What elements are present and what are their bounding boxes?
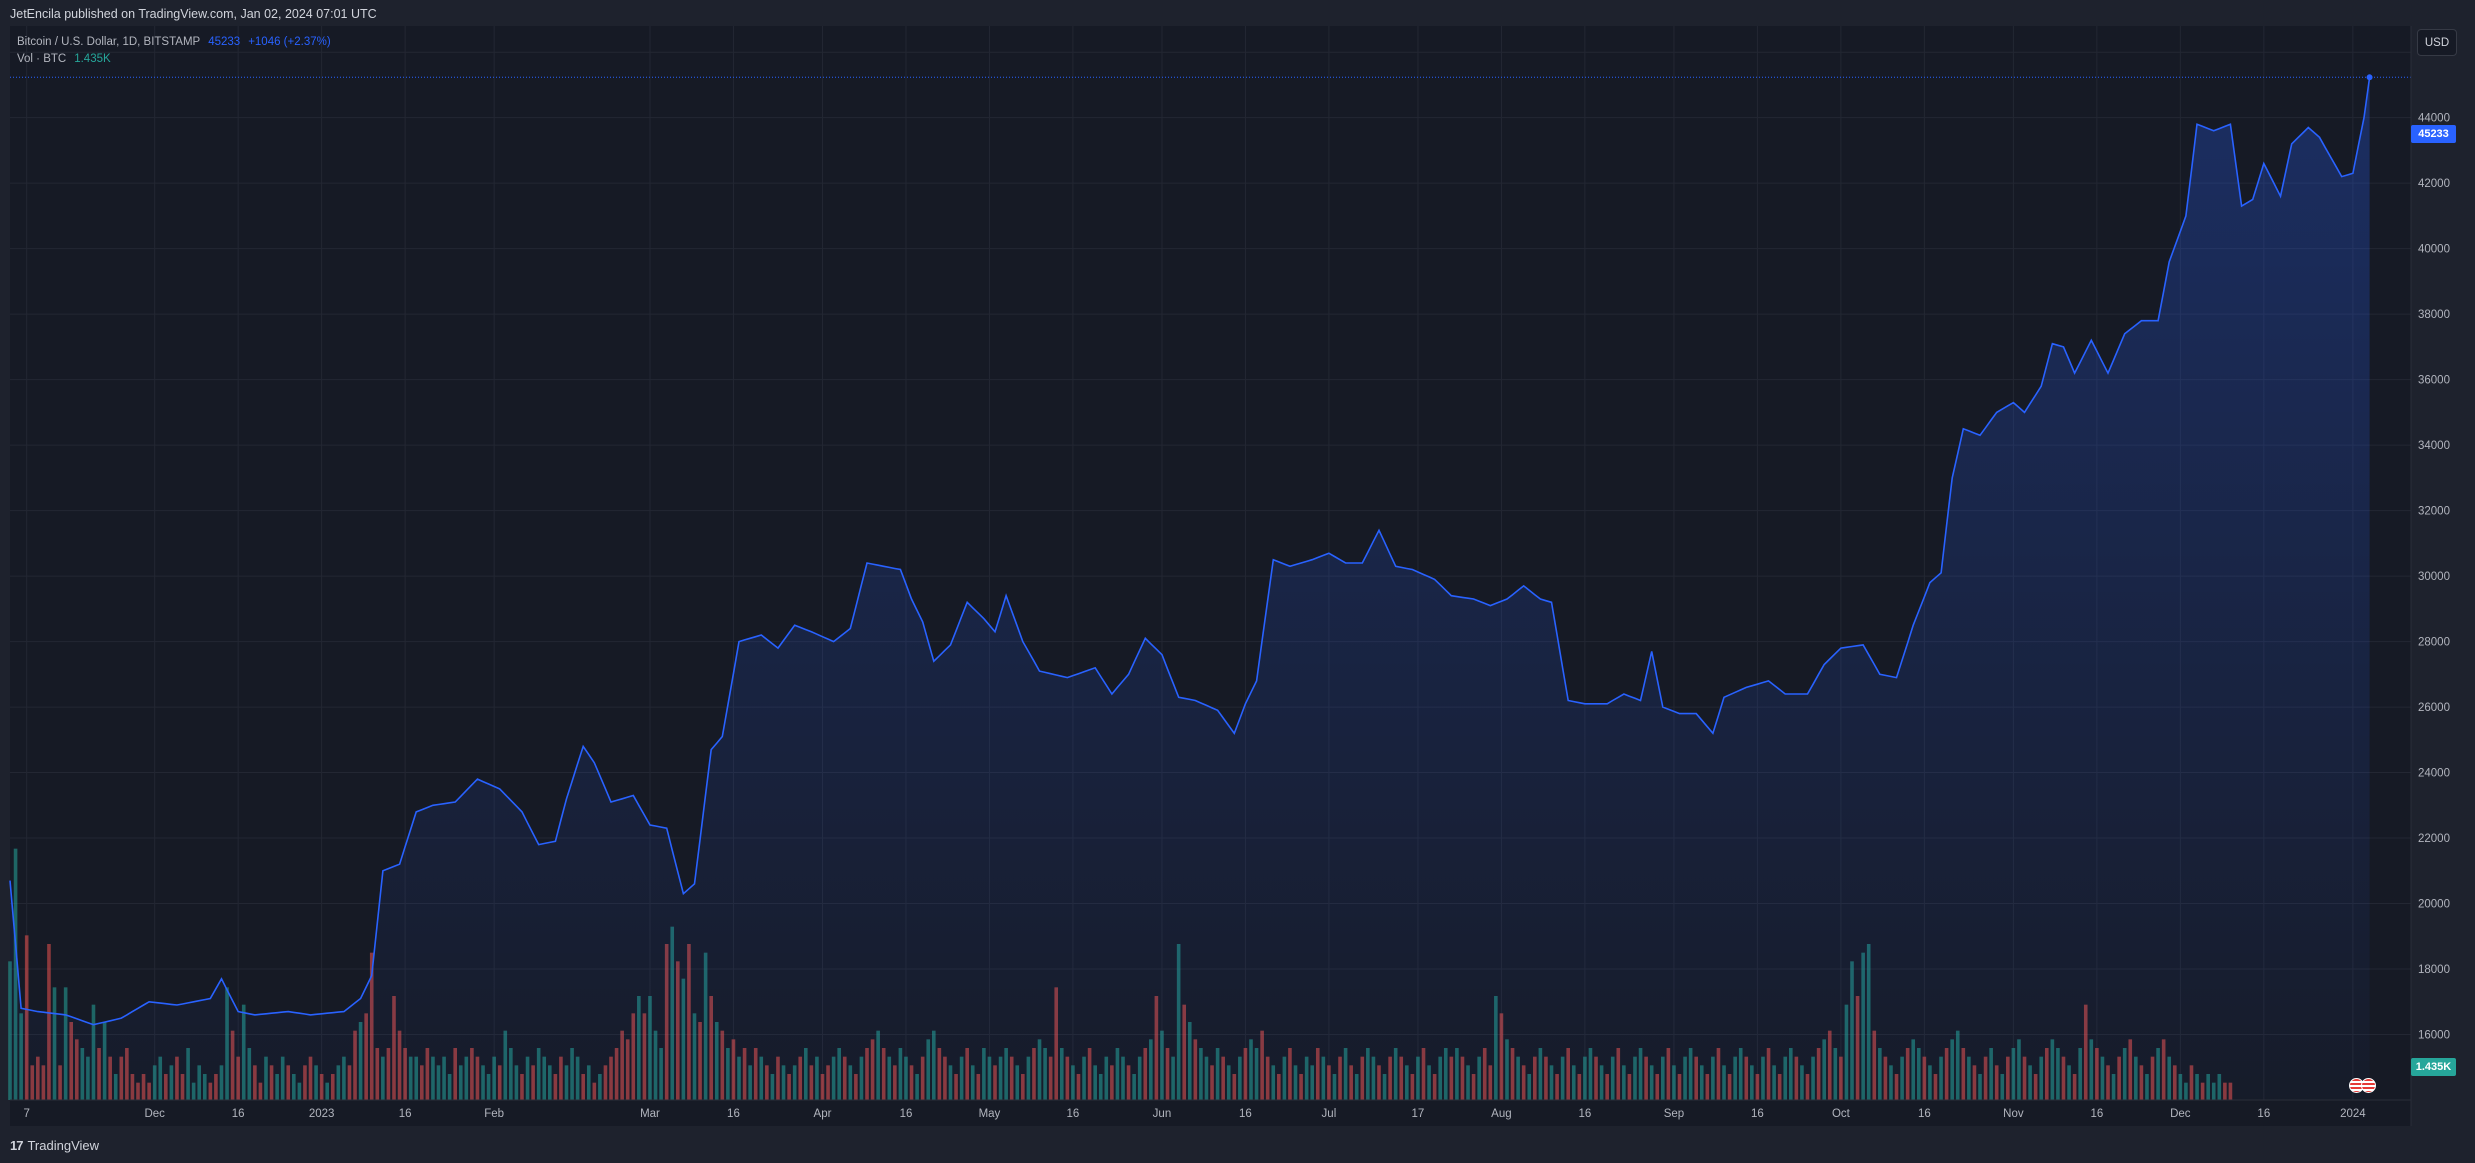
x-tick-label: 2023	[309, 1108, 335, 1120]
us-flag-icon[interactable]	[2361, 1078, 2376, 1093]
x-tick-label: 16	[2257, 1108, 2270, 1120]
y-tick-label: 18000	[2418, 964, 2450, 976]
tradingview-logo[interactable]: 17 TradingView	[10, 1138, 99, 1153]
x-tick-label: 16	[2090, 1108, 2103, 1120]
y-tick-label: 20000	[2418, 899, 2450, 911]
x-tick-label: 16	[232, 1108, 245, 1120]
publish-info: JetEncila published on TradingView.com, …	[10, 7, 377, 21]
y-tick-label: 26000	[2418, 702, 2450, 714]
x-tick-label: 16	[1751, 1108, 1764, 1120]
tradingview-logo-icon: 17	[10, 1138, 24, 1153]
x-tick-label: Nov	[2003, 1108, 2024, 1120]
x-tick-label: May	[979, 1108, 1001, 1120]
volume-tag: 1.435K	[2411, 1058, 2456, 1076]
x-tick-label: 16	[727, 1108, 740, 1120]
symbol-row: Bitcoin / U.S. Dollar, 1D, BITSTAMP 45233…	[17, 34, 331, 51]
y-tick-label: 28000	[2418, 637, 2450, 649]
last-price: 45233	[208, 36, 241, 48]
x-tick-label: 2024	[2340, 1108, 2366, 1120]
y-tick-label: 32000	[2418, 506, 2450, 518]
y-tick-label: 22000	[2418, 833, 2450, 845]
x-tick-label: Sep	[1664, 1108, 1684, 1120]
footer-bar	[0, 1127, 2475, 1163]
x-tick-label: Aug	[1491, 1108, 1511, 1120]
chart-legend: Bitcoin / U.S. Dollar, 1D, BITSTAMP 45233…	[17, 34, 331, 68]
last-price-tag: 45233	[2411, 125, 2456, 143]
x-tick-label: Dec	[144, 1108, 165, 1120]
y-tick-label: 40000	[2418, 244, 2450, 256]
y-tick-label: 38000	[2418, 309, 2450, 321]
top-bar	[0, 0, 2475, 26]
x-tick-label: 16	[1239, 1108, 1252, 1120]
price-axis: 4600044000420004000038000360003400032000…	[2418, 47, 2450, 1041]
price-area	[9, 74, 2411, 1101]
y-tick-label: 36000	[2418, 375, 2450, 387]
symbol-title[interactable]: Bitcoin / U.S. Dollar, 1D, BITSTAMP	[17, 36, 201, 48]
y-tick-label: 34000	[2418, 440, 2450, 452]
x-tick-label: Dec	[2170, 1108, 2191, 1120]
x-tick-label: Mar	[640, 1108, 660, 1120]
x-tick-label: 17	[1412, 1108, 1425, 1120]
x-tick-label: Jun	[1153, 1108, 1172, 1120]
price-change: +1046 (+2.37%)	[248, 36, 331, 48]
x-tick-label: 7	[23, 1108, 29, 1120]
volume-title[interactable]: Vol · BTC	[17, 53, 67, 65]
currency-button[interactable]: USD	[2417, 29, 2457, 56]
x-tick-label: Oct	[1832, 1108, 1851, 1120]
price-line	[9, 77, 2371, 1026]
x-tick-label: 16	[399, 1108, 412, 1120]
x-tick-label: 16	[900, 1108, 913, 1120]
y-tick-label: 24000	[2418, 768, 2450, 780]
x-tick-label: Apr	[814, 1108, 832, 1120]
x-tick-label: 16	[1578, 1108, 1591, 1120]
x-tick-label: Feb	[484, 1108, 504, 1120]
volume-row: Vol · BTC 1.435K	[17, 51, 331, 68]
y-tick-label: 42000	[2418, 178, 2450, 190]
x-tick-label: 16	[1918, 1108, 1931, 1120]
y-tick-label: 16000	[2418, 1030, 2450, 1042]
y-tick-label: 44000	[2418, 113, 2450, 125]
x-tick-label: 16	[1067, 1108, 1080, 1120]
y-tick-label: 30000	[2418, 571, 2450, 583]
time-axis: 7 Dec 16 2023 16 Feb Mar 16 Apr 16 May 16 Jun 16 Jul 17…	[10, 26, 2412, 1126]
x-tick-label: Jul	[1322, 1108, 1337, 1120]
last-price-dot	[2366, 74, 2373, 81]
price-area-fill	[10, 77, 2370, 1101]
volume-value: 1.435K	[74, 53, 111, 65]
tradingview-brand: TradingView	[27, 1138, 100, 1153]
